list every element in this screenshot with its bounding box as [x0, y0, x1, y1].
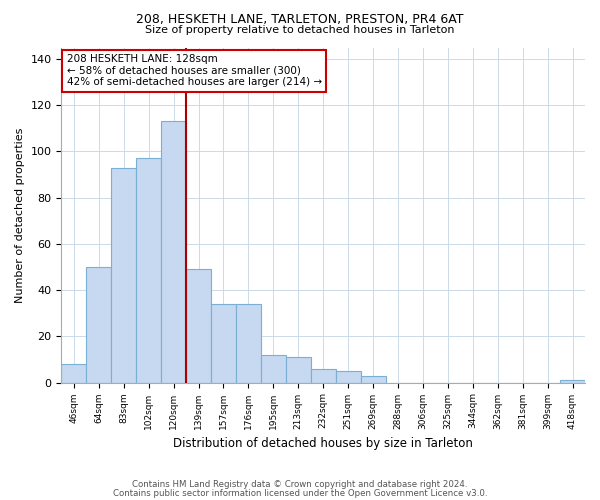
Text: Contains HM Land Registry data © Crown copyright and database right 2024.: Contains HM Land Registry data © Crown c…	[132, 480, 468, 489]
Bar	[236, 304, 261, 382]
Bar	[136, 158, 161, 382]
Text: Size of property relative to detached houses in Tarleton: Size of property relative to detached ho…	[145, 25, 455, 35]
Text: 208 HESKETH LANE: 128sqm
← 58% of detached houses are smaller (300)
42% of semi-: 208 HESKETH LANE: 128sqm ← 58% of detach…	[67, 54, 322, 88]
Bar	[311, 368, 335, 382]
Bar	[335, 371, 361, 382]
Y-axis label: Number of detached properties: Number of detached properties	[15, 128, 25, 302]
Text: 208, HESKETH LANE, TARLETON, PRESTON, PR4 6AT: 208, HESKETH LANE, TARLETON, PRESTON, PR…	[136, 12, 464, 26]
Bar	[161, 122, 186, 382]
Bar	[261, 355, 286, 382]
Bar	[61, 364, 86, 382]
Bar	[186, 270, 211, 382]
Bar	[86, 267, 111, 382]
X-axis label: Distribution of detached houses by size in Tarleton: Distribution of detached houses by size …	[173, 437, 473, 450]
Bar	[111, 168, 136, 382]
Bar	[361, 376, 386, 382]
Text: Contains public sector information licensed under the Open Government Licence v3: Contains public sector information licen…	[113, 488, 487, 498]
Bar	[286, 357, 311, 382]
Bar	[211, 304, 236, 382]
Bar	[560, 380, 585, 382]
